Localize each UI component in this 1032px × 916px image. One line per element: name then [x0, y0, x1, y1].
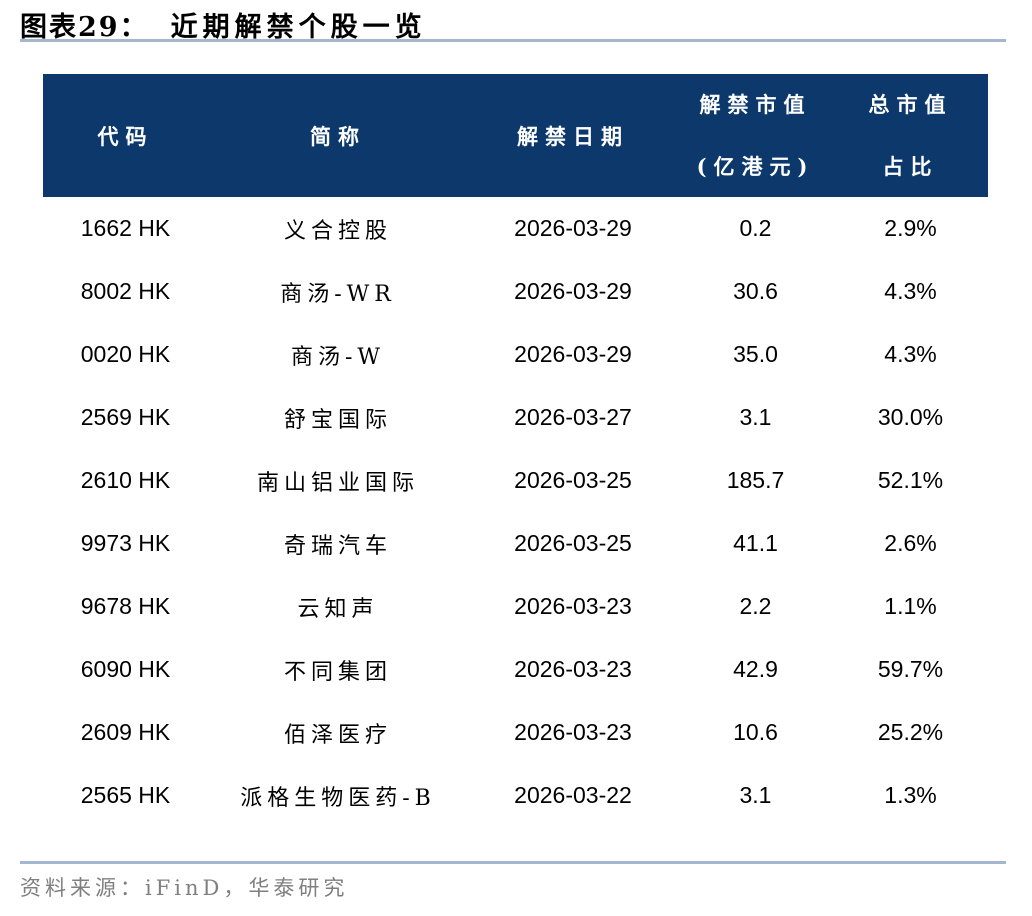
header-unlock-value: 解禁市值 (亿港元) [678, 74, 833, 197]
cell-date: 2026-03-23 [514, 656, 632, 682]
table-row: 2565 HK 派格生物医药-B 2026-03-22 3.1 1.3% [43, 764, 988, 827]
cell-date: 2026-03-29 [514, 278, 632, 304]
table-row: 0020 HK 商汤-W 2026-03-29 35.0 4.3% [43, 323, 988, 386]
cell-date: 2026-03-25 [514, 467, 632, 493]
cell-value: 185.7 [726, 467, 785, 493]
cell-date: 2026-03-29 [514, 215, 632, 241]
header-name: 简称 [208, 74, 468, 197]
cell-code: 2609 HK [80, 719, 171, 745]
unlock-stocks-table: 代码 简称 解禁日期 解禁市值 (亿港元) 总市值 占 [43, 74, 988, 827]
header-pct-line2: 占比 [882, 153, 939, 179]
cell-pct: 30.0% [877, 404, 944, 430]
header-name-label: 简称 [310, 123, 366, 149]
cell-name: 商汤-W [290, 344, 386, 370]
cell-value: 3.1 [739, 404, 772, 430]
table-row: 2610 HK 南山铝业国际 2026-03-25 185.7 52.1% [43, 449, 988, 512]
cell-value: 42.9 [733, 656, 778, 682]
cell-pct: 2.9% [884, 215, 937, 241]
header-date-label: 解禁日期 [517, 123, 629, 149]
cell-name: 奇瑞汽车 [283, 533, 392, 559]
cell-date: 2026-03-22 [514, 782, 632, 808]
table-row: 2569 HK 舒宝国际 2026-03-27 3.1 30.0% [43, 386, 988, 449]
cell-value: 41.1 [733, 530, 778, 556]
cell-date: 2026-03-29 [514, 341, 632, 367]
cell-name: 义合控股 [283, 218, 392, 244]
table-row: 8002 HK 商汤-WR 2026-03-29 30.6 4.3% [43, 260, 988, 323]
title-underline [20, 39, 1006, 42]
cell-code: 2610 HK [80, 467, 171, 493]
figure-title-text: 近期解禁个股一览 [170, 11, 427, 43]
cell-date: 2026-03-23 [514, 719, 632, 745]
cell-code: 9678 HK [80, 593, 171, 619]
cell-pct: 2.6% [884, 530, 937, 556]
cell-code: 0020 HK [80, 341, 171, 367]
header-unlock-value-line1: 解禁市值 [699, 91, 812, 117]
header-code-label: 代码 [97, 123, 154, 149]
header-unlock-value-line2: (亿港元) [696, 153, 815, 179]
table-row: 2609 HK 佰泽医疗 2026-03-23 10.6 25.2% [43, 701, 988, 764]
cell-value: 10.6 [733, 719, 778, 745]
cell-code: 2565 HK [80, 782, 171, 808]
cell-pct: 59.7% [877, 656, 944, 682]
cell-code: 6090 HK [80, 656, 171, 682]
table-row: 6090 HK 不同集团 2026-03-23 42.9 59.7% [43, 638, 988, 701]
cell-pct: 4.3% [884, 341, 937, 367]
cell-code: 1662 HK [80, 215, 171, 241]
figure-title: 图表29： 近期解禁个股一览 [0, 0, 1032, 43]
cell-name: 舒宝国际 [283, 407, 392, 433]
cell-pct: 4.3% [884, 278, 937, 304]
cell-code: 2569 HK [80, 404, 171, 430]
table-body: 1662 HK 义合控股 2026-03-29 0.2 2.9% 8002 HK 商汤-WR… [43, 197, 988, 827]
footer-divider [20, 861, 1006, 864]
header-code: 代码 [43, 74, 208, 197]
cell-value: 2.2 [739, 593, 772, 619]
source-note: 资料来源：iFinD，华泰研究 [20, 876, 349, 900]
cell-code: 8002 HK [80, 278, 171, 304]
cell-name: 云知声 [297, 596, 379, 622]
cell-name: 商汤-WR [280, 281, 396, 307]
cell-name: 不同集团 [283, 659, 392, 685]
figure-label: 图表29： [20, 11, 149, 43]
header-pct-line1: 总市值 [868, 91, 953, 117]
cell-date: 2026-03-27 [514, 404, 632, 430]
cell-name: 派格生物医药-B [240, 785, 436, 811]
cell-date: 2026-03-25 [514, 530, 632, 556]
cell-value: 35.0 [733, 341, 778, 367]
table-row: 9973 HK 奇瑞汽车 2026-03-25 41.1 2.6% [43, 512, 988, 575]
cell-code: 9973 HK [80, 530, 171, 556]
header-pct: 总市值 占比 [833, 74, 988, 197]
cell-pct: 25.2% [877, 719, 944, 745]
cell-pct: 1.3% [884, 782, 937, 808]
cell-pct: 52.1% [877, 467, 944, 493]
table-row: 9678 HK 云知声 2026-03-23 2.2 1.1% [43, 575, 988, 638]
cell-value: 30.6 [733, 278, 778, 304]
header-date: 解禁日期 [468, 74, 678, 197]
cell-name: 南山铝业国际 [256, 470, 419, 496]
cell-value: 0.2 [739, 215, 772, 241]
cell-pct: 1.1% [884, 593, 937, 619]
table-header: 代码 简称 解禁日期 解禁市值 (亿港元) 总市值 占 [43, 74, 988, 197]
table-header-row: 代码 简称 解禁日期 解禁市值 (亿港元) 总市值 占 [43, 74, 988, 197]
cell-date: 2026-03-23 [514, 593, 632, 619]
table-row: 1662 HK 义合控股 2026-03-29 0.2 2.9% [43, 197, 988, 260]
cell-name: 佰泽医疗 [283, 722, 392, 748]
cell-value: 3.1 [739, 782, 772, 808]
